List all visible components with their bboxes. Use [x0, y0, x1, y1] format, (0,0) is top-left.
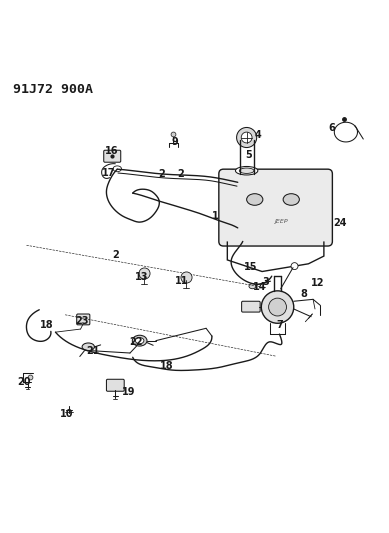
- Text: 6: 6: [328, 123, 335, 133]
- Ellipse shape: [235, 166, 258, 175]
- FancyBboxPatch shape: [77, 314, 90, 325]
- Text: 8: 8: [300, 289, 307, 300]
- Circle shape: [261, 291, 294, 324]
- FancyBboxPatch shape: [104, 150, 121, 162]
- Text: 24: 24: [334, 218, 347, 228]
- Text: 1: 1: [212, 211, 219, 221]
- Text: 5: 5: [245, 150, 252, 160]
- Text: 4: 4: [255, 130, 261, 140]
- Text: 20: 20: [17, 377, 31, 386]
- Ellipse shape: [132, 335, 147, 346]
- Ellipse shape: [247, 193, 263, 205]
- Text: 2: 2: [158, 169, 165, 179]
- Text: 2: 2: [178, 169, 184, 179]
- Text: 19: 19: [122, 387, 136, 397]
- Text: 13: 13: [135, 272, 148, 282]
- Circle shape: [291, 263, 298, 270]
- Text: 9: 9: [172, 137, 179, 147]
- Text: 18: 18: [40, 320, 54, 330]
- Circle shape: [237, 127, 257, 148]
- Text: 14: 14: [252, 281, 266, 292]
- Ellipse shape: [283, 193, 300, 205]
- Ellipse shape: [239, 168, 254, 173]
- Text: 10: 10: [60, 409, 74, 419]
- Text: 21: 21: [87, 346, 100, 356]
- Text: 17: 17: [102, 168, 116, 178]
- FancyBboxPatch shape: [242, 301, 260, 312]
- Circle shape: [269, 298, 286, 316]
- Text: 22: 22: [129, 337, 142, 347]
- Text: 15: 15: [244, 262, 257, 271]
- Text: 23: 23: [75, 317, 88, 326]
- Text: 16: 16: [105, 147, 118, 156]
- Ellipse shape: [113, 166, 121, 172]
- Text: 7: 7: [276, 320, 283, 330]
- FancyBboxPatch shape: [219, 169, 332, 246]
- Ellipse shape: [249, 284, 256, 289]
- Text: 11: 11: [175, 276, 189, 286]
- Text: 2: 2: [112, 250, 119, 260]
- Circle shape: [241, 132, 252, 143]
- Ellipse shape: [135, 337, 144, 344]
- Text: 3: 3: [263, 277, 269, 287]
- Text: JEEP: JEEP: [274, 219, 287, 224]
- Ellipse shape: [82, 343, 95, 351]
- FancyBboxPatch shape: [107, 379, 124, 391]
- Text: 18: 18: [160, 361, 173, 371]
- Text: 91J72 900A: 91J72 900A: [13, 83, 93, 96]
- Text: 12: 12: [311, 278, 325, 288]
